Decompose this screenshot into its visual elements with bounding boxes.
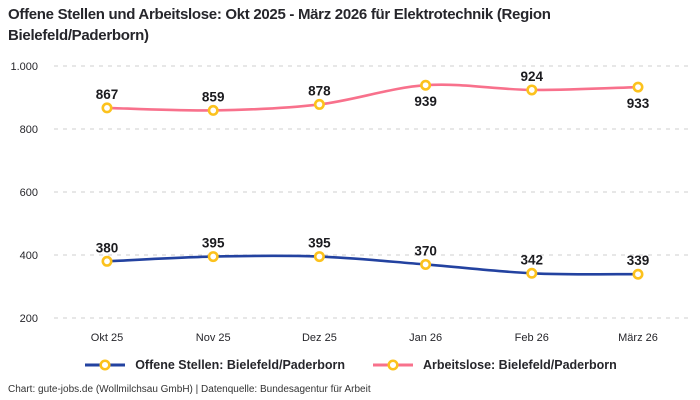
value-label: 859 [202,89,225,104]
data-point-marker[interactable] [420,258,432,270]
x-tick-label: Feb 26 [515,332,549,344]
data-point-marker[interactable] [526,267,538,279]
value-label: 924 [521,69,544,84]
data-point-marker[interactable] [207,104,219,116]
data-point-marker[interactable] [420,79,432,91]
source-note: Chart: gute-jobs.de (Wollmilchsau GmbH) … [8,384,371,395]
legend-label-arbeitslose: Arbeitslose: Bielefeld/Paderborn [422,358,617,372]
data-point-marker[interactable] [207,251,219,263]
legend-item-offene-stellen[interactable]: Offene Stellen: Bielefeld/Paderborn [83,358,345,372]
data-point-marker[interactable] [632,268,644,280]
value-label: 380 [96,240,119,255]
value-label: 867 [96,87,119,102]
legend-label-offene-stellen: Offene Stellen: Bielefeld/Paderborn [135,358,345,372]
value-label: 395 [308,236,331,251]
chart-title: Offene Stellen und Arbeitslose: Okt 2025… [8,6,551,44]
x-tick-label: Okt 25 [91,332,123,344]
series-line-0 [105,254,640,276]
series-line-1 [105,83,640,112]
value-label: 878 [308,83,331,98]
data-point-marker[interactable] [632,81,644,93]
data-point-marker[interactable] [313,98,325,110]
line-chart: 200 400 600 800 1.000 Okt 25 Nov 25 Dez 25 Jan 2… [10,61,690,344]
x-tick-label: Dez 25 [302,332,337,344]
value-label: 939 [414,94,437,109]
legend-swatch-arbeitslose-icon [372,359,413,371]
data-point-marker[interactable] [101,102,113,114]
legend-item-arbeitslose[interactable]: Arbeitslose: Bielefeld/Paderborn [371,358,617,372]
x-tick-label: März 26 [618,332,658,344]
data-point-marker[interactable] [313,251,325,263]
y-tick-label: 600 [20,187,38,199]
value-label: 933 [627,96,650,111]
value-label: 342 [521,252,544,267]
y-tick-label: 200 [20,313,38,325]
x-tick-label: Jan 26 [409,332,442,344]
value-label: 370 [414,243,437,258]
x-tick-label: Nov 25 [196,332,231,344]
data-point-marker[interactable] [101,255,113,267]
legend: Offene Stellen: Bielefeld/Paderborn Arbe… [0,358,700,372]
legend-swatch-offene-stellen-icon [85,359,126,371]
data-point-marker[interactable] [526,84,538,96]
y-tick-label: 1.000 [10,61,38,73]
value-label: 395 [202,236,225,251]
value-label: 339 [627,253,650,268]
y-tick-label: 400 [20,250,38,262]
y-tick-label: 800 [20,124,38,136]
